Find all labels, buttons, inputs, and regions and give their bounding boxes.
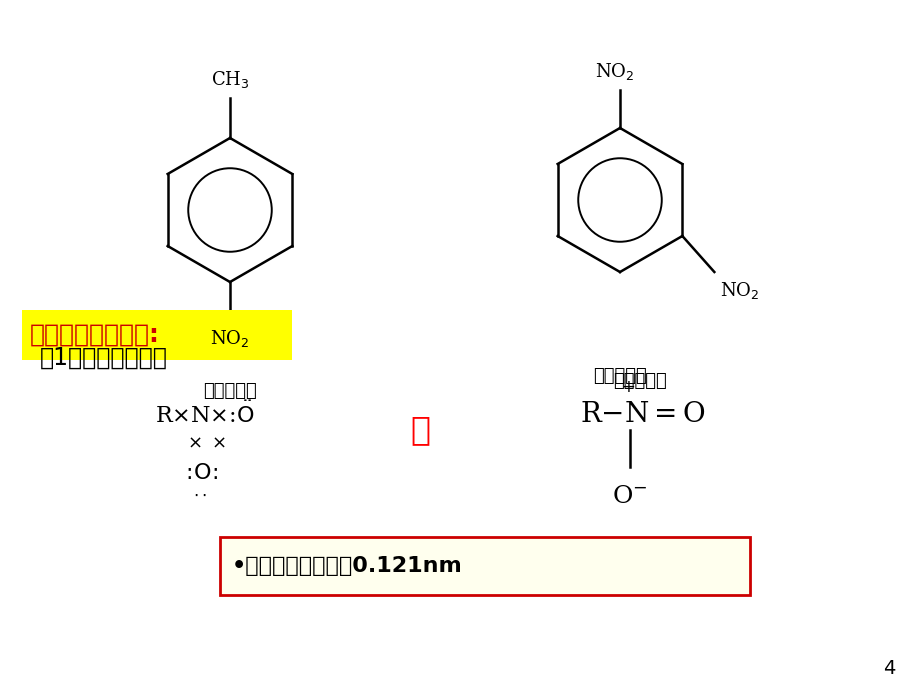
Bar <box>22 310 291 360</box>
Text: $\mathsf{\times\ \times}$: $\mathsf{\times\ \times}$ <box>187 434 226 452</box>
Text: 间二硝基苯: 间二硝基苯 <box>593 367 646 385</box>
Text: 对硝基甲苯: 对硝基甲苯 <box>203 382 256 400</box>
Text: NO$_2$: NO$_2$ <box>210 328 249 349</box>
Text: R$\mathsf{\times}$N$\mathsf{\times}$:$\mathsf{\ddot{O}}$: R$\mathsf{\times}$N$\mathsf{\times}$:$\m… <box>154 402 254 428</box>
Text: $\mathsf{\cdot\cdot}$: $\mathsf{\cdot\cdot}$ <box>193 486 207 504</box>
Text: NO$_2$: NO$_2$ <box>595 61 634 82</box>
Text: 硝基化合物的结构:: 硝基化合物的结构: <box>30 323 160 347</box>
Text: 间二硝基苯: 间二硝基苯 <box>612 372 666 390</box>
Text: $\mathsf{:\!O\!:}$: $\mathsf{:\!O\!:}$ <box>181 462 219 484</box>
Text: O$^{-}$: O$^{-}$ <box>611 485 647 508</box>
Bar <box>220 537 749 595</box>
Text: NO$_2$: NO$_2$ <box>720 280 759 301</box>
Text: •两个氮氧键长均为0.121nm: •两个氮氧键长均为0.121nm <box>232 556 462 576</box>
Text: +: + <box>620 378 634 396</box>
Text: 4: 4 <box>881 659 894 678</box>
Text: （1）电子结构式：: （1）电子结构式： <box>40 346 167 370</box>
Text: CH$_3$: CH$_3$ <box>210 69 249 90</box>
Text: R$\mathsf{-}$N$\mathsf{=}$O: R$\mathsf{-}$N$\mathsf{=}$O <box>579 402 705 428</box>
Text: 或: 或 <box>410 413 429 446</box>
